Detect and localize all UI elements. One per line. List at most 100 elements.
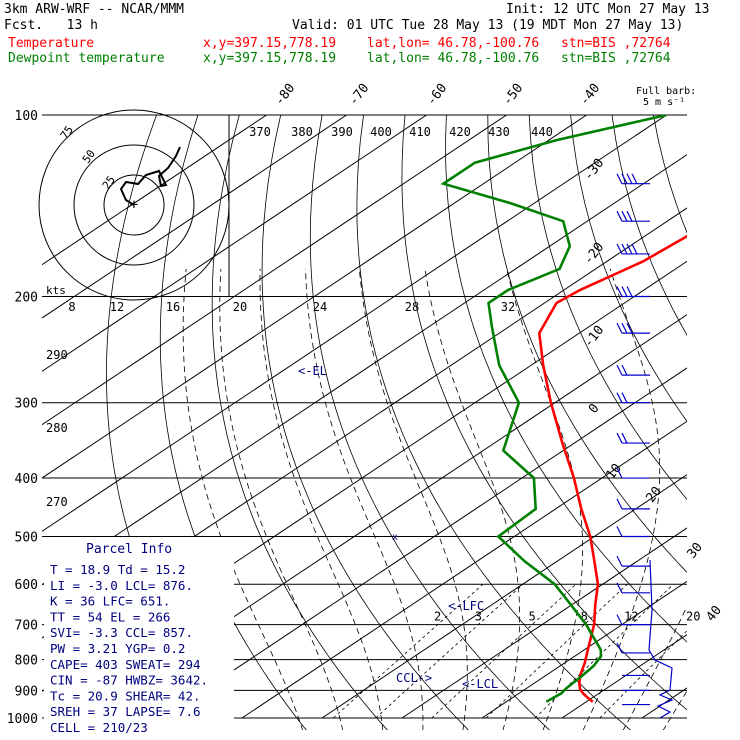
isotherm-label: -10 [581, 323, 607, 351]
dewpoint-latlon: lat,lon= 46.78,-100.76 [367, 51, 540, 66]
dry-adiabat [401, 115, 687, 711]
hodograph-ring-label: 25 [100, 173, 118, 191]
dry-adiabat [528, 115, 687, 500]
wind-barb-flag [621, 286, 628, 297]
mixing-ratio-label: 3 [475, 610, 482, 624]
pressure-tick-label: 400 [15, 472, 38, 487]
wind-barb-flag [631, 173, 638, 184]
hodograph-speed-tick: 8 [68, 300, 75, 314]
isotherm-line [321, 474, 687, 719]
hodograph-ring [103, 174, 165, 236]
hodograph-ring-label: 50 [80, 147, 98, 165]
wind-barb-flag [621, 210, 628, 222]
mixing-ratio-line [485, 583, 628, 719]
theta-e-label: 290 [46, 348, 68, 362]
moist-adiabat [703, 269, 740, 731]
lcl-marker: <-LCL [462, 677, 498, 691]
pressure-tick-label: 500 [15, 530, 38, 545]
wind-barb-flag [626, 173, 633, 184]
wind-barb-flag [616, 173, 623, 184]
isotherm-line [722, 115, 740, 718]
wind-barb-flag [621, 364, 628, 376]
isotherm-label: -50 [500, 81, 526, 109]
isotherm-line [42, 115, 427, 372]
dewpoint-xy: x,y=397.15,778.19 [203, 51, 337, 66]
theta-label: 420 [449, 125, 471, 139]
theta-e-label: 280 [46, 421, 68, 435]
hodograph-unit-label: kts [46, 284, 66, 297]
isotherm-line [42, 115, 587, 479]
wind-barb-flag [616, 555, 623, 567]
moist-adiabat [359, 268, 468, 730]
moist-adiabat [662, 690, 687, 730]
mixing-ratio-label: 12 [624, 610, 638, 624]
dry-adiabat [487, 115, 687, 573]
hodograph-speed-tick: 20 [233, 300, 247, 314]
parcel-info-row: CELL = 210/23 [50, 720, 148, 735]
parcel-marker: x [392, 532, 398, 543]
wind-barb-flag [616, 364, 623, 376]
isotherm-line [42, 115, 667, 532]
parcel-info-row: CIN = -87 HWBZ= 3642. [50, 673, 208, 688]
parcel-info-box: Parcel Info T = 18.9 Td = 15.2LI = -3.0 L… [44, 537, 234, 735]
dry-adiabat [570, 115, 687, 423]
hodograph-speed-tick: 32 [501, 300, 515, 314]
parcel-info-row: TT = 54 EL = 266 [50, 609, 170, 624]
moist-adiabat-lines [182, 268, 740, 731]
dry-adiabat [309, 115, 550, 730]
pressure-tick-label: 600 [15, 578, 38, 593]
moist-adiabat [582, 268, 661, 730]
mixing-ratio-label: 8 [581, 610, 588, 624]
wind-barb-flag [626, 210, 633, 222]
hodograph-ring [73, 144, 195, 266]
wind-barb-flag [621, 173, 628, 184]
wind-barb-flag [621, 243, 628, 255]
dry-adiabat [736, 115, 740, 731]
isotherm-label: 20 [644, 484, 665, 506]
theta-label: 400 [370, 125, 392, 139]
dry-adiabat [356, 115, 632, 730]
dry-adiabat [695, 115, 740, 731]
model-title: 3km ARW-WRF -- NCAR/MMM [4, 2, 185, 17]
sounding-series [440, 115, 687, 703]
hodograph-ring [38, 109, 230, 301]
hodograph-speed-tick: 24 [313, 300, 327, 314]
pressure-tick-label: 100 [15, 109, 38, 124]
dry-adiabat [611, 115, 687, 337]
temperature-station: stn=BIS ,72764 [561, 36, 671, 51]
wind-barb-lower [648, 559, 674, 719]
wind-barb-flag [616, 582, 623, 594]
wind-barb-flag [616, 243, 623, 255]
isotherm-line [42, 115, 347, 319]
wind-barb-flag [616, 467, 623, 479]
isotherm-line [401, 527, 687, 719]
hodograph-ring-label: 75 [58, 123, 76, 141]
wind-barb-flag [621, 322, 628, 334]
theta-label: 440 [531, 125, 553, 139]
wind-barbs: Full barb:5 m s⁻¹ [616, 86, 696, 719]
wind-barb-flag [616, 642, 623, 654]
isotherm-line [42, 115, 507, 426]
theta-label: 410 [409, 125, 431, 139]
parcel-info-row: SREH = 37 LAPSE= 7.6 [50, 704, 201, 719]
mixing-ratio-line [599, 630, 687, 719]
moist-adiabat [424, 268, 521, 730]
temperature-legend: Temperature [8, 36, 95, 51]
ccl-marker: CCL-> [396, 671, 432, 685]
mixing-ratio-line [534, 583, 674, 719]
theta-label: 430 [488, 125, 510, 139]
moist-adiabat [305, 268, 424, 730]
moist-adiabat [622, 605, 687, 730]
wind-barb-flag [616, 526, 623, 537]
isotherm-line [641, 687, 687, 719]
parcel-info-row: PW = 3.21 YGP= 0.2 [50, 641, 185, 656]
isotherm-label: -70 [346, 81, 372, 109]
theta-label: 370 [249, 125, 271, 139]
parcel-info-row: T = 18.9 Td = 15.2 [50, 562, 185, 577]
isotherm-label: -30 [581, 156, 607, 184]
isotherm-line [42, 115, 267, 266]
theta-label: 380 [291, 125, 313, 139]
mixing-ratio-label: 2 [434, 610, 441, 624]
